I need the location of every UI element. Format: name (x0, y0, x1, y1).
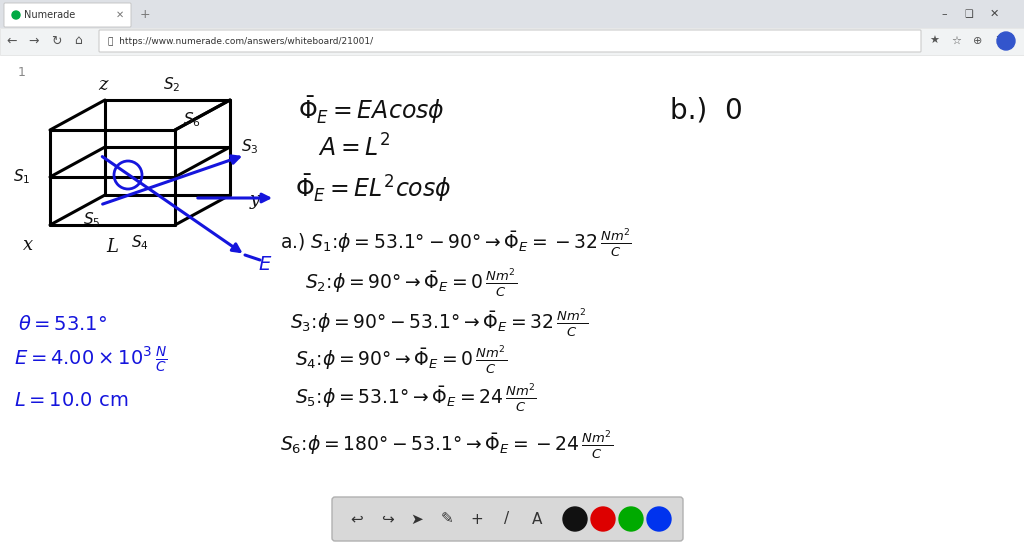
Text: ↪: ↪ (381, 512, 393, 527)
Text: $\bar{\Phi}_E = EL^2cos\phi$: $\bar{\Phi}_E = EL^2cos\phi$ (295, 172, 452, 204)
Bar (0, 28, 1024, 55)
Text: ↩: ↩ (350, 512, 364, 527)
Text: ⊕: ⊕ (974, 36, 983, 46)
Text: $S_1$: $S_1$ (13, 167, 31, 186)
Text: ✕: ✕ (989, 9, 998, 19)
Text: Numerade: Numerade (24, 10, 75, 20)
Text: $E = 4.00\times10^3\,\frac{N}{C}$: $E = 4.00\times10^3\,\frac{N}{C}$ (14, 345, 167, 375)
Text: +: + (471, 512, 483, 527)
Text: $A = L^2$: $A = L^2$ (318, 134, 390, 162)
Text: 1: 1 (18, 65, 26, 79)
Text: 🔒  https://www.numerade.com/answers/whiteboard/21001/: 🔒 https://www.numerade.com/answers/white… (108, 36, 373, 46)
Text: $S_4$:$\phi=90°\rightarrow\bar{\Phi}_E=0\,\frac{Nm^2}{C}$: $S_4$:$\phi=90°\rightarrow\bar{\Phi}_E=0… (295, 344, 507, 376)
Text: $S_6$:$\phi=180°-53.1°\rightarrow\bar{\Phi}_E=-24\,\frac{Nm^2}{C}$: $S_6$:$\phi=180°-53.1°\rightarrow\bar{\P… (280, 429, 613, 461)
Circle shape (997, 32, 1015, 50)
Circle shape (563, 507, 587, 531)
Text: /: / (505, 512, 510, 527)
Text: –: – (941, 9, 947, 19)
FancyBboxPatch shape (332, 497, 683, 541)
Text: ☰: ☰ (995, 36, 1005, 46)
Text: ☆: ☆ (951, 36, 961, 46)
Text: $S_2$:$\phi=90°\rightarrow\bar{\Phi}_E=0\,\frac{Nm^2}{C}$: $S_2$:$\phi=90°\rightarrow\bar{\Phi}_E=0… (305, 267, 517, 299)
Text: ★: ★ (929, 36, 939, 46)
Text: ←: ← (7, 35, 17, 47)
Text: x: x (23, 236, 33, 254)
Text: y: y (250, 191, 260, 209)
Text: $S_5$:$\phi=53.1°\rightarrow\bar{\Phi}_E=24\,\frac{Nm^2}{C}$: $S_5$:$\phi=53.1°\rightarrow\bar{\Phi}_E… (295, 382, 537, 414)
Circle shape (591, 507, 615, 531)
FancyBboxPatch shape (99, 30, 921, 52)
Text: L: L (106, 238, 118, 256)
FancyBboxPatch shape (4, 3, 131, 27)
Bar (0, 0, 1024, 28)
Text: E: E (258, 256, 270, 275)
Text: $\bar{\Phi}_E = EAcos\phi$: $\bar{\Phi}_E = EAcos\phi$ (298, 94, 444, 126)
Circle shape (647, 507, 671, 531)
Text: $L = 10.0$ cm: $L = 10.0$ cm (14, 391, 128, 410)
Text: ❑: ❑ (965, 9, 974, 19)
Circle shape (618, 507, 643, 531)
Text: $S_3$: $S_3$ (242, 138, 259, 156)
Text: →: → (29, 35, 39, 47)
Text: a.) $S_1$:$\phi=53.1°-90°\rightarrow\bar{\Phi}_E=-32\,\frac{Nm^2}{C}$: a.) $S_1$:$\phi=53.1°-90°\rightarrow\bar… (280, 227, 632, 259)
Text: $S_2$: $S_2$ (163, 76, 180, 94)
Text: ➤: ➤ (411, 512, 423, 527)
Text: ↻: ↻ (51, 35, 61, 47)
Text: $\theta = 53.1°$: $\theta = 53.1°$ (18, 315, 108, 334)
Text: ⌂: ⌂ (74, 35, 82, 47)
Text: ✎: ✎ (440, 512, 454, 527)
Text: z: z (98, 76, 108, 94)
Text: +: + (139, 8, 151, 22)
Text: $S_5$: $S_5$ (83, 211, 100, 229)
Text: b.)  0: b.) 0 (670, 96, 742, 124)
Text: A: A (531, 512, 542, 527)
Text: ✕: ✕ (116, 10, 124, 20)
Circle shape (12, 11, 20, 19)
Text: $S_6$: $S_6$ (183, 110, 201, 129)
Text: $S_3$:$\phi=90°-53.1°\rightarrow\bar{\Phi}_E=32\,\frac{Nm^2}{C}$: $S_3$:$\phi=90°-53.1°\rightarrow\bar{\Ph… (290, 307, 588, 339)
Text: $S_4$: $S_4$ (131, 234, 148, 252)
